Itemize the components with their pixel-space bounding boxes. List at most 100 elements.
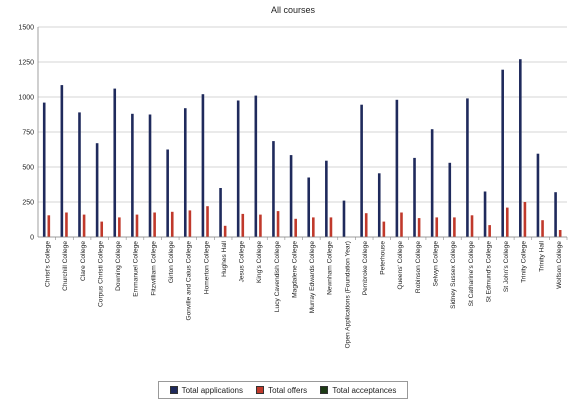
bar-offers	[435, 217, 439, 237]
bar-applications	[483, 191, 487, 237]
bar-applications	[254, 95, 258, 237]
bar-applications	[60, 85, 64, 237]
bar-applications	[519, 59, 522, 238]
legend-item: Total acceptances	[320, 386, 396, 395]
bar-applications	[201, 94, 205, 237]
bar-applications	[342, 200, 346, 237]
legend-swatch	[169, 386, 178, 394]
x-category-label: Gonville and Caius College	[186, 241, 193, 321]
bar-applications	[536, 153, 540, 237]
legend-swatch	[320, 386, 329, 394]
bar-offers	[505, 207, 509, 237]
bar-applications	[395, 99, 399, 237]
legend-item: Total offers	[256, 386, 307, 395]
x-category-label: St Edmund's College	[485, 241, 492, 303]
x-category-label: Jesus College	[239, 241, 246, 283]
x-category-label: Open Applications (Foundation Year)	[344, 241, 351, 348]
bar-offers	[223, 225, 227, 237]
x-category-label: Hughes Hall	[221, 240, 228, 276]
y-tick-label: 500	[22, 165, 34, 172]
x-category-label: Christ's College	[45, 241, 52, 287]
bar-offers	[523, 202, 527, 237]
bar-applications	[430, 129, 434, 237]
x-category-label: St Catharine's College	[468, 241, 475, 307]
y-tick-label: 250	[22, 200, 34, 207]
y-tick-label: 1000	[18, 95, 34, 102]
x-category-label: Downing College	[115, 241, 122, 291]
bar-offers	[100, 221, 104, 237]
legend: Total applications Total offers Total acce…	[158, 381, 408, 399]
y-tick-label: 0	[30, 235, 34, 242]
x-category-label: Sidney Sussex College	[450, 241, 457, 309]
y-axis: 0 250 500 750 1000 1250 1500	[18, 25, 39, 242]
bar-applications	[78, 112, 81, 237]
bar-offers	[47, 215, 51, 237]
y-tick-label: 750	[22, 130, 34, 137]
legend-label: Total acceptances	[332, 385, 397, 395]
bar-offers	[417, 218, 421, 237]
bar-offers	[82, 214, 86, 237]
x-category-label: Clare College	[80, 241, 87, 281]
bar-applications	[166, 149, 169, 237]
bar-applications	[183, 108, 187, 237]
bar-applications	[219, 188, 222, 237]
bar-offers	[259, 214, 262, 237]
bar-applications	[325, 160, 328, 237]
bar-applications	[377, 173, 381, 237]
bar-offers	[382, 221, 386, 237]
bar-offers	[241, 213, 245, 237]
bar-offers	[558, 230, 562, 237]
bar-offers	[118, 217, 121, 237]
bar-applications	[113, 88, 117, 237]
x-category-label: Churchill College	[62, 241, 69, 291]
x-category-label: Pembroke College	[362, 241, 369, 296]
bars	[42, 59, 562, 238]
bar-offers	[294, 218, 297, 237]
x-category-label: Corpus Christi College	[97, 241, 104, 307]
bar-offers	[312, 217, 315, 237]
bar-applications	[95, 143, 99, 237]
legend-item: Total applications	[169, 385, 243, 395]
bar-applications	[413, 157, 416, 237]
legend-label: Total offers	[268, 385, 308, 395]
y-tick-label: 1250	[18, 60, 34, 67]
x-category-label: St John's College	[503, 241, 510, 292]
bar-applications	[289, 155, 293, 237]
bar-offers	[470, 215, 474, 237]
legend-label: Total applications	[181, 385, 243, 395]
x-category-label: Fitzwilliam College	[150, 241, 157, 296]
bar-offers	[206, 206, 209, 237]
x-category-label: Trinity College	[521, 241, 528, 283]
bar-offers	[170, 211, 174, 237]
bar-applications	[554, 192, 557, 237]
bar-offers	[65, 212, 68, 237]
x-category-label: King's College	[256, 241, 263, 283]
bar-offers	[400, 212, 403, 237]
x-axis: Christ's College Churchill College Clare C…	[38, 236, 568, 348]
bar-offers	[329, 217, 333, 237]
y-tick-label: 1500	[18, 25, 34, 32]
x-category-label: Robinson College	[415, 241, 422, 293]
x-category-label: Wolfson College	[556, 241, 563, 289]
x-category-label: Newnham College	[327, 241, 334, 295]
bar-offers	[541, 220, 544, 237]
legend-swatch	[256, 386, 265, 394]
bar-applications	[42, 102, 46, 237]
x-category-label: Emmanuel College	[133, 241, 140, 297]
bar-offers	[488, 225, 491, 237]
bar-applications	[360, 104, 363, 237]
x-category-label: Lucy Cavendish College	[274, 241, 281, 312]
bar-applications	[307, 177, 311, 237]
x-category-label: Magdalene College	[291, 241, 298, 298]
chart-title: All courses	[271, 5, 316, 15]
bar-offers	[188, 210, 192, 237]
x-category-label: Murray Edwards College	[309, 241, 316, 314]
x-category-label: Peterhouse	[380, 241, 387, 275]
bar-offers	[153, 212, 156, 237]
x-category-label: Trinity Hall	[538, 240, 545, 271]
bar-offers	[276, 211, 280, 237]
bar-applications	[131, 113, 134, 237]
bar-offers	[135, 214, 139, 237]
grid-lines	[38, 26, 567, 238]
